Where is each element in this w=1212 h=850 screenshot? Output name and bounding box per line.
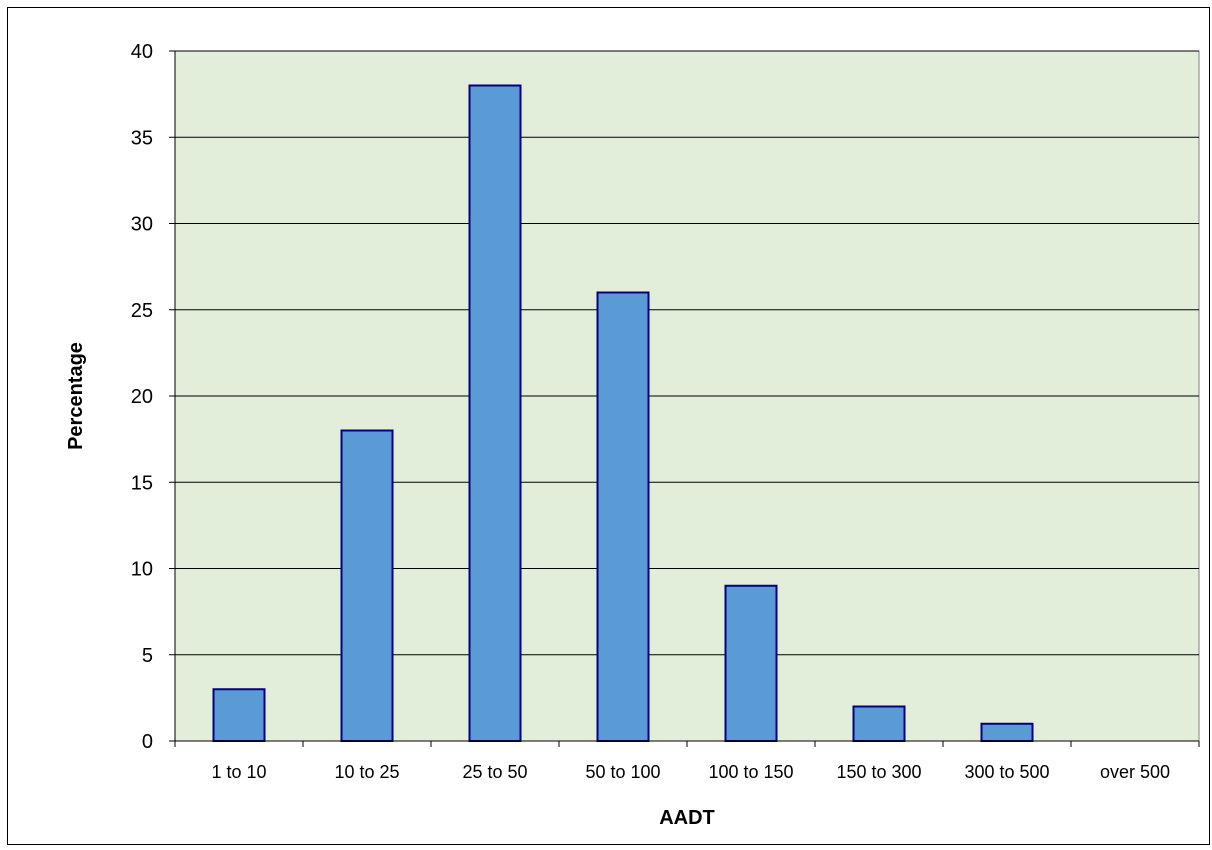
x-tick-label: over 500	[1100, 762, 1170, 782]
y-tick-labels: 0 5 10 15 20 25 30 35 40	[131, 41, 153, 753]
x-tick-label: 1 to 10	[211, 762, 266, 782]
x-axis-title: AADT	[659, 807, 715, 829]
x-tick-label: 10 to 25	[334, 762, 399, 782]
bar	[596, 291, 650, 742]
y-tick-label: 40	[131, 41, 153, 63]
bar	[212, 688, 266, 742]
y-tick-label: 0	[142, 731, 153, 753]
bar	[852, 705, 906, 742]
y-tick-label: 35	[131, 127, 153, 149]
y-axis-title: Percentage	[65, 342, 87, 450]
x-tick-label: 150 to 300	[836, 762, 921, 782]
y-tick-label: 20	[131, 386, 153, 408]
x-tick-labels: 1 to 10 10 to 25 25 to 50 50 to 100 100 to 1…	[211, 762, 1170, 782]
axes	[169, 50, 1200, 747]
x-tick-label: 50 to 100	[585, 762, 660, 782]
bar	[980, 722, 1034, 742]
x-tick-label: 300 to 500	[964, 762, 1049, 782]
y-tick-label: 25	[131, 300, 153, 322]
bars	[212, 84, 1034, 742]
x-tick-label: 25 to 50	[462, 762, 527, 782]
bar	[468, 84, 522, 742]
bar	[724, 584, 778, 742]
bar	[340, 429, 394, 742]
y-tick-label: 5	[142, 645, 153, 667]
y-tick-label: 15	[131, 472, 153, 494]
y-tick-label: 30	[131, 214, 153, 236]
x-tick-label: 100 to 150	[708, 762, 793, 782]
y-tick-label: 10	[131, 559, 153, 581]
